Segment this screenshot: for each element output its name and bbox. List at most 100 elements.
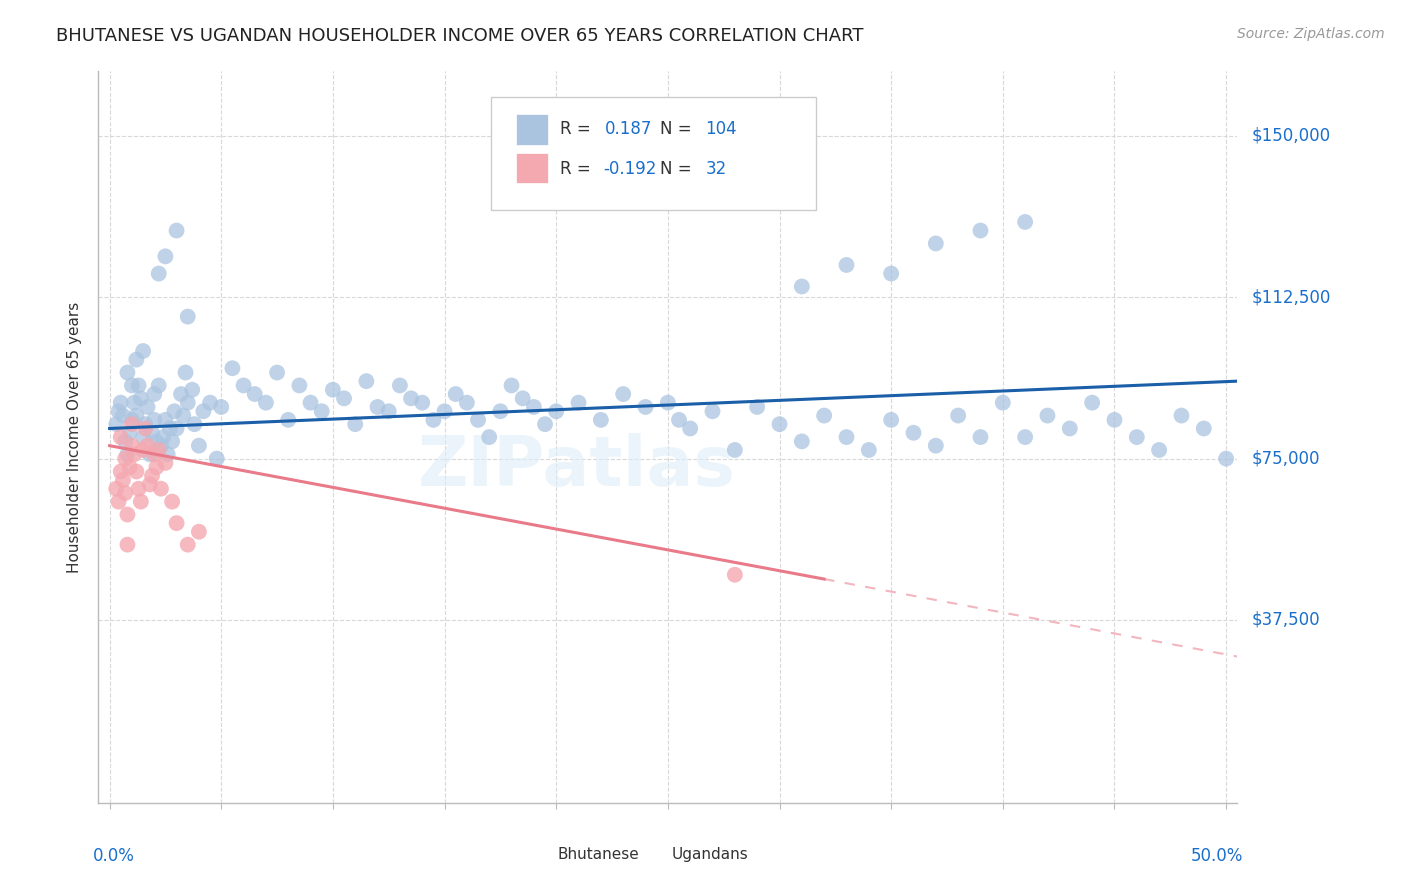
- FancyBboxPatch shape: [516, 114, 548, 145]
- Point: [143, 413, 166, 427]
- Text: BHUTANESE VS UGANDAN HOUSEHOLDER INCOME OVER 65 YEARS CORRELATION CHART: BHUTANESE VS UGANDAN HOUSEHOLDER INCOME …: [56, 27, 863, 45]
- Point: [377, 404, 399, 418]
- Point: [110, 465, 132, 479]
- Point: [668, 413, 690, 427]
- Point: [122, 395, 145, 409]
- Point: [367, 400, 389, 414]
- Text: 50.0%: 50.0%: [1191, 847, 1243, 864]
- Point: [209, 400, 232, 414]
- Point: [111, 473, 134, 487]
- Point: [117, 366, 139, 380]
- Point: [183, 417, 205, 432]
- Point: [114, 486, 136, 500]
- Point: [546, 404, 568, 418]
- Point: [489, 404, 512, 418]
- Point: [139, 477, 162, 491]
- Point: [333, 392, 356, 406]
- Point: [128, 482, 150, 496]
- Text: 32: 32: [706, 160, 727, 178]
- Point: [747, 400, 769, 414]
- Point: [724, 442, 747, 457]
- Text: R =: R =: [560, 160, 591, 178]
- Text: ZIPatlas: ZIPatlas: [418, 433, 735, 500]
- Point: [198, 395, 221, 409]
- Point: [880, 413, 903, 427]
- Point: [991, 395, 1014, 409]
- Point: [105, 417, 128, 432]
- Text: -0.192: -0.192: [603, 160, 657, 178]
- Point: [946, 409, 969, 423]
- Point: [187, 524, 209, 539]
- Point: [467, 413, 489, 427]
- Point: [152, 430, 174, 444]
- Point: [187, 439, 209, 453]
- Point: [139, 447, 162, 461]
- Point: [1147, 442, 1170, 457]
- Point: [128, 378, 150, 392]
- Point: [232, 378, 254, 392]
- Point: [299, 395, 322, 409]
- Point: [612, 387, 634, 401]
- Text: N =: N =: [659, 160, 692, 178]
- FancyBboxPatch shape: [516, 153, 548, 183]
- Text: $75,000: $75,000: [1251, 450, 1320, 467]
- Point: [724, 567, 747, 582]
- Point: [121, 439, 143, 453]
- Point: [1192, 421, 1215, 435]
- Point: [149, 482, 172, 496]
- Point: [679, 421, 702, 435]
- Point: [790, 159, 813, 173]
- Point: [132, 344, 155, 359]
- Point: [110, 430, 132, 444]
- Point: [657, 395, 679, 409]
- Point: [1014, 430, 1036, 444]
- Point: [388, 378, 411, 392]
- Point: [170, 387, 193, 401]
- Text: 104: 104: [706, 120, 737, 138]
- Point: [129, 494, 152, 508]
- FancyBboxPatch shape: [491, 97, 815, 211]
- Text: 0.187: 0.187: [605, 120, 652, 138]
- Point: [181, 383, 204, 397]
- Text: R =: R =: [560, 120, 591, 138]
- Point: [134, 417, 156, 432]
- Point: [107, 404, 129, 418]
- Text: $112,500: $112,500: [1251, 288, 1330, 306]
- Point: [155, 456, 177, 470]
- Point: [149, 439, 172, 453]
- Point: [277, 413, 299, 427]
- Point: [125, 352, 148, 367]
- Point: [243, 387, 266, 401]
- Point: [160, 494, 183, 508]
- Point: [266, 366, 288, 380]
- Point: [322, 383, 344, 397]
- Point: [1104, 413, 1126, 427]
- Text: Ugandans: Ugandans: [671, 847, 748, 863]
- Text: Source: ZipAtlas.com: Source: ZipAtlas.com: [1237, 27, 1385, 41]
- Point: [969, 223, 991, 237]
- Point: [1126, 430, 1149, 444]
- Point: [969, 430, 991, 444]
- Point: [111, 409, 134, 423]
- Point: [143, 447, 166, 461]
- Text: $37,500: $37,500: [1251, 611, 1320, 629]
- Point: [1036, 409, 1059, 423]
- Text: $150,000: $150,000: [1251, 127, 1330, 145]
- FancyBboxPatch shape: [640, 849, 659, 865]
- Point: [145, 460, 167, 475]
- Point: [835, 258, 858, 272]
- Point: [121, 378, 143, 392]
- Point: [163, 404, 186, 418]
- Point: [221, 361, 243, 376]
- Point: [433, 404, 456, 418]
- Point: [117, 538, 139, 552]
- Text: Bhutanese: Bhutanese: [557, 847, 640, 863]
- Point: [174, 366, 197, 380]
- Point: [132, 442, 155, 457]
- Point: [114, 451, 136, 466]
- Point: [478, 430, 501, 444]
- Point: [1014, 215, 1036, 229]
- Point: [117, 508, 139, 522]
- Point: [121, 417, 143, 432]
- Point: [166, 421, 188, 435]
